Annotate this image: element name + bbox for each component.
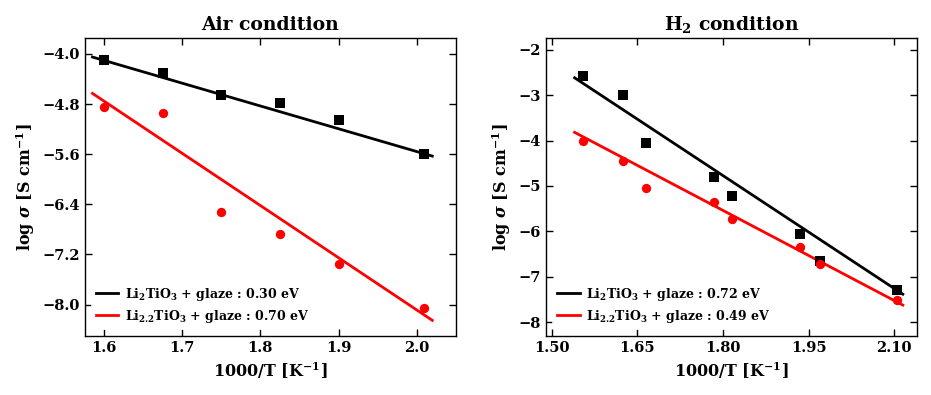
Point xyxy=(890,297,905,303)
Point xyxy=(639,139,654,146)
Point xyxy=(97,104,112,110)
Point xyxy=(707,199,722,205)
Point xyxy=(813,261,828,267)
Legend: Li$_2$TiO$_3$ + glaze : 0.72 eV, Li$_{2.2}$TiO$_3$ + glaze : 0.49 eV: Li$_2$TiO$_3$ + glaze : 0.72 eV, Li$_{2.… xyxy=(552,281,776,330)
Point xyxy=(97,57,112,63)
Point xyxy=(615,92,630,98)
Point xyxy=(724,193,739,199)
Point xyxy=(813,258,828,264)
Point xyxy=(417,305,432,311)
Point xyxy=(890,286,905,293)
X-axis label: 1000/T [K$^{-1}$]: 1000/T [K$^{-1}$] xyxy=(213,360,328,381)
Point xyxy=(615,158,630,164)
Point xyxy=(273,100,288,106)
Title: H$_2$ condition: H$_2$ condition xyxy=(664,14,800,35)
X-axis label: 1000/T [K$^{-1}$]: 1000/T [K$^{-1}$] xyxy=(674,360,789,381)
Y-axis label: log $\sigma$ [S cm$^{-1}$]: log $\sigma$ [S cm$^{-1}$] xyxy=(14,123,36,251)
Point xyxy=(214,92,229,98)
Point xyxy=(724,216,739,222)
Y-axis label: log $\sigma$ [S cm$^{-1}$]: log $\sigma$ [S cm$^{-1}$] xyxy=(491,123,513,251)
Point xyxy=(792,244,807,250)
Point xyxy=(273,231,288,238)
Point xyxy=(331,261,346,267)
Point xyxy=(792,231,807,237)
Point xyxy=(639,185,654,192)
Point xyxy=(417,151,432,157)
Point xyxy=(331,117,346,123)
Point xyxy=(575,73,590,79)
Point xyxy=(155,70,170,76)
Point xyxy=(155,110,170,117)
Point xyxy=(707,174,722,180)
Point xyxy=(575,137,590,144)
Legend: Li$_2$TiO$_3$ + glaze : 0.30 eV, Li$_{2.2}$TiO$_3$ + glaze : 0.70 eV: Li$_2$TiO$_3$ + glaze : 0.30 eV, Li$_{2.… xyxy=(91,281,314,330)
Title: Air condition: Air condition xyxy=(201,16,339,34)
Point xyxy=(214,209,229,215)
